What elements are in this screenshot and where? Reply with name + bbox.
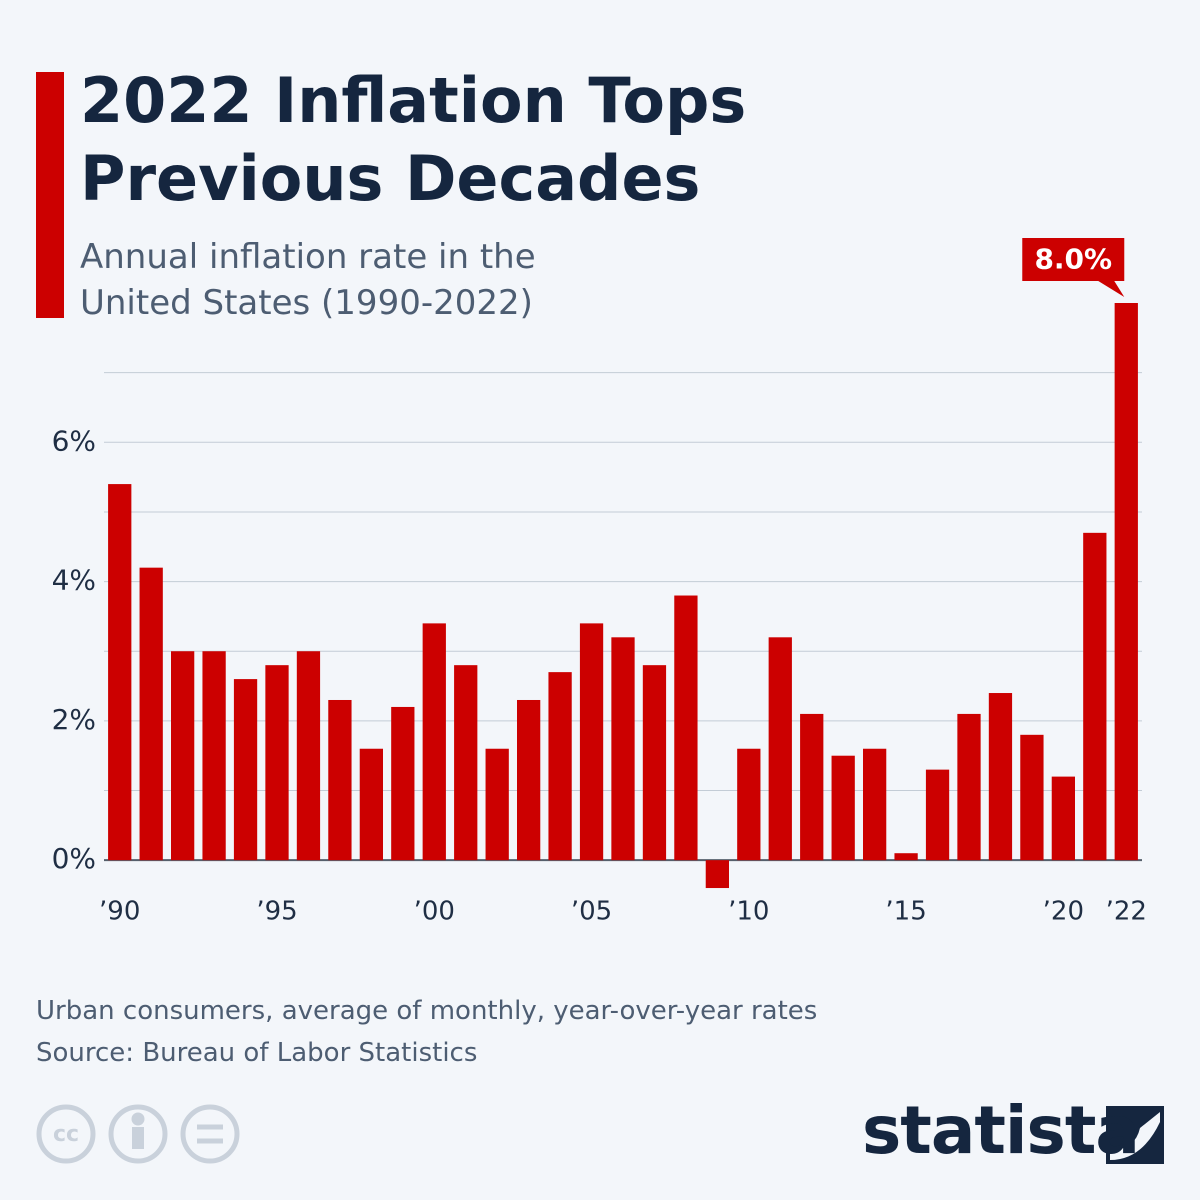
value-label: 8.0% [1034,243,1112,276]
bar [988,693,1013,861]
bar [674,595,698,861]
bar [108,484,132,861]
chart-title: 2022 Inflation Tops Previous Decades [80,64,747,215]
bar [328,699,352,861]
y-tick-label: 6% [52,424,96,457]
bar [1020,734,1044,861]
x-tick-label: ’90 [99,897,140,927]
bar [957,713,981,861]
x-tick-label: ’95 [256,897,297,927]
cc-icon: cc [53,1122,79,1147]
bar [516,699,541,861]
value-label-box [1022,238,1125,297]
bar [1114,303,1138,861]
bar [202,651,226,861]
x-tick-label: ’15 [885,897,926,927]
x-tick-label: ’00 [414,897,455,927]
bar [579,623,604,861]
bar [925,769,950,861]
bar [359,748,384,861]
bar [642,665,667,861]
y-tick-label: 4% [52,564,96,597]
bar [800,713,824,861]
footnote: Urban consumers, average of monthly, yea… [36,996,818,1026]
bar [831,755,855,861]
bar [454,665,478,861]
accent-bar [36,72,64,318]
bar [265,665,289,861]
bar [894,853,918,861]
chart-subtitle: Annual inflation rate in the United Stat… [80,237,536,323]
bar [139,567,163,861]
bar [485,748,509,861]
bar [705,860,730,889]
source: Source: Bureau of Labor Statistics [36,1038,478,1068]
footnote-block: Urban consumers, average of monthly, yea… [36,990,817,1074]
bar [611,637,635,861]
bar [1083,532,1107,861]
x-tick-label: ’20 [1043,897,1084,927]
bar [768,637,792,861]
bar [233,679,258,861]
x-tick-label: ’10 [728,897,769,927]
bar [862,748,887,861]
bar [1051,776,1076,861]
bar [296,651,321,861]
x-tick-label: ’22 [1106,897,1147,927]
logo-icon [1106,1106,1164,1164]
logo: statista [862,1092,1140,1169]
bar [170,651,195,861]
bar [422,623,446,861]
bar [548,672,572,861]
bar [737,748,761,861]
license-icons [36,1104,240,1164]
x-tick-label: ’05 [571,897,612,927]
y-tick-label: 2% [52,703,96,736]
bar [391,706,415,861]
y-tick-label: 0% [52,842,96,875]
